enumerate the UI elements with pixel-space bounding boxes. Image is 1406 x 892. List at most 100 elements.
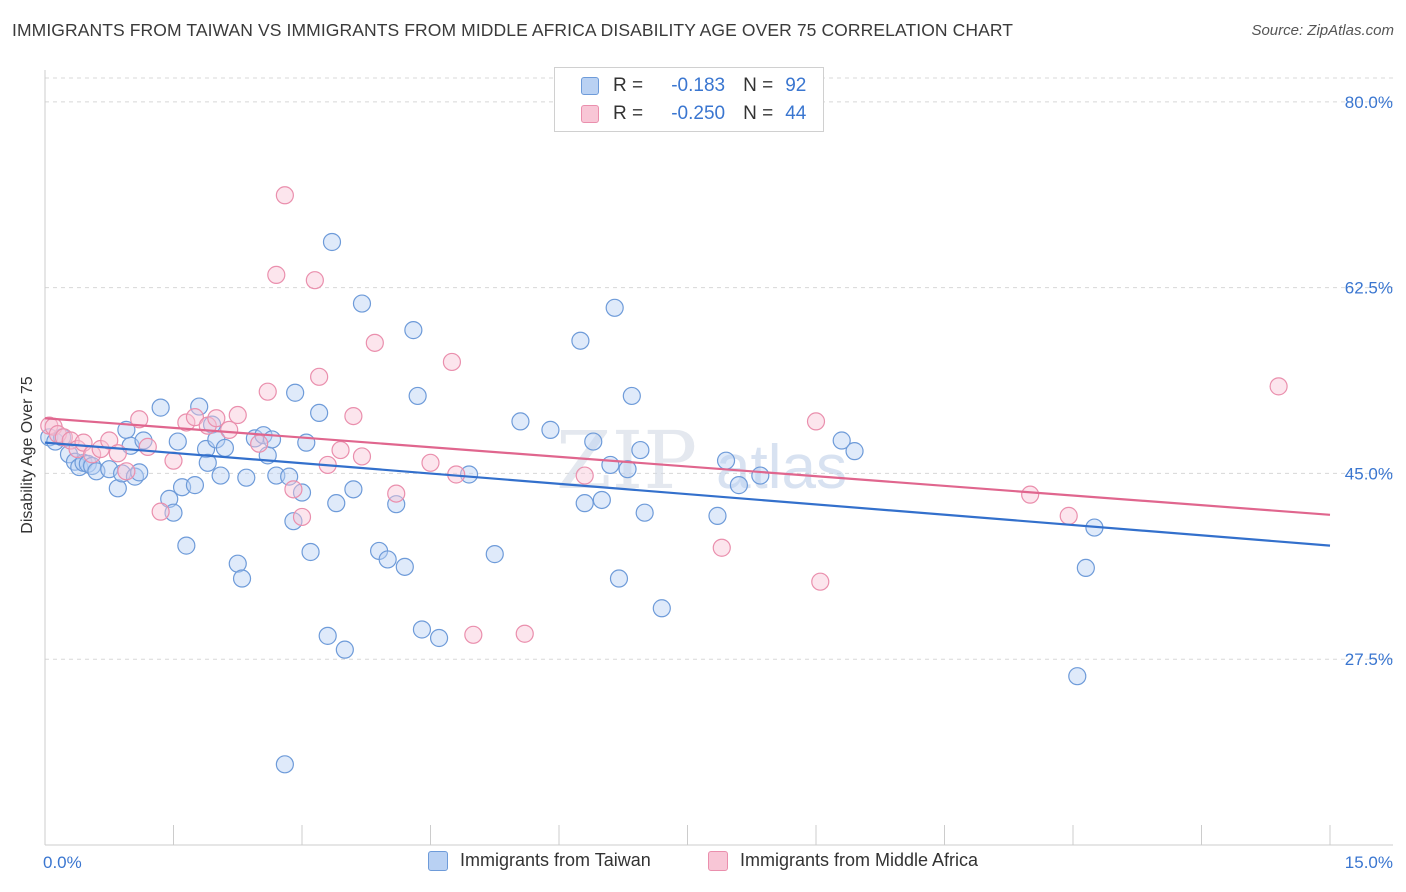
point-taiwan: [618, 460, 637, 479]
point-taiwan: [151, 398, 170, 417]
legend-n-label: N =: [743, 103, 774, 124]
point-taiwan: [511, 412, 530, 431]
point-taiwan: [412, 620, 432, 639]
point-taiwan: [622, 386, 641, 406]
point-taiwan: [408, 386, 427, 406]
bottom-legend-taiwan: Immigrants from Taiwan: [428, 850, 651, 871]
point-taiwan: [729, 476, 749, 495]
point-middle-africa: [100, 431, 119, 450]
correlation-legend: R = -0.183 N = 92 R = -0.250 N = 44: [554, 67, 824, 132]
legend-n-value: 44: [785, 103, 807, 124]
point-taiwan: [541, 420, 560, 439]
point-taiwan: [592, 490, 611, 510]
point-taiwan: [177, 536, 196, 555]
point-middle-africa: [207, 409, 226, 428]
point-taiwan: [635, 503, 654, 522]
point-middle-africa: [365, 333, 384, 352]
point-middle-africa: [575, 466, 594, 485]
point-middle-africa: [275, 186, 294, 205]
point-taiwan: [404, 321, 423, 340]
legend-row-taiwan: R = -0.183 N = 92: [581, 73, 806, 99]
point-taiwan: [318, 626, 337, 645]
point-taiwan: [708, 506, 727, 525]
point-middle-africa: [284, 480, 303, 499]
point-middle-africa: [1021, 485, 1040, 504]
point-taiwan: [751, 466, 770, 485]
point-middle-africa: [806, 412, 826, 431]
point-taiwan: [716, 451, 736, 470]
point-middle-africa: [220, 420, 239, 439]
point-middle-africa: [292, 507, 312, 527]
point-taiwan: [284, 512, 303, 531]
point-taiwan: [267, 466, 286, 485]
point-taiwan: [130, 463, 149, 482]
point-middle-africa: [177, 413, 196, 432]
point-taiwan: [160, 489, 179, 509]
x-tick-label: 15.0%: [1345, 853, 1393, 872]
point-taiwan: [59, 445, 79, 464]
point-taiwan: [609, 569, 629, 588]
point-middle-africa: [130, 410, 149, 429]
point-middle-africa: [228, 405, 247, 425]
point-taiwan: [215, 438, 234, 458]
point-taiwan: [190, 397, 209, 416]
point-taiwan: [459, 465, 479, 484]
bottom-legend-swatch-taiwan: [428, 850, 448, 871]
point-taiwan: [652, 599, 671, 618]
point-taiwan: [211, 466, 230, 485]
point-middle-africa: [164, 451, 183, 470]
point-middle-africa: [250, 434, 269, 453]
point-middle-africa: [387, 484, 406, 503]
point-taiwan: [485, 545, 504, 564]
point-taiwan: [310, 403, 329, 423]
legend-r-label: R =: [613, 103, 644, 124]
point-taiwan: [575, 494, 594, 513]
legend-swatch-taiwan: [581, 77, 599, 95]
point-middle-africa: [310, 367, 329, 386]
point-middle-africa: [305, 271, 324, 290]
point-taiwan: [571, 331, 590, 350]
bottom-legend-middle-africa: Immigrants from Middle Africa: [708, 850, 978, 871]
legend-r-label: R =: [613, 75, 644, 96]
y-tick-label: 80.0%: [1345, 93, 1393, 112]
point-taiwan: [845, 442, 864, 461]
point-taiwan: [322, 232, 342, 252]
point-middle-africa: [442, 352, 462, 372]
point-taiwan: [301, 542, 320, 562]
point-taiwan: [237, 468, 256, 487]
point-middle-africa: [464, 625, 483, 644]
legend-n-label: N =: [743, 75, 774, 96]
point-taiwan: [605, 298, 624, 317]
point-middle-africa: [267, 265, 286, 284]
point-taiwan: [344, 480, 363, 499]
point-taiwan: [631, 440, 650, 460]
y-tick-label: 27.5%: [1345, 650, 1393, 669]
point-taiwan: [378, 550, 397, 569]
point-middle-africa: [344, 406, 363, 426]
point-taiwan: [228, 554, 247, 573]
y-tick-label: 45.0%: [1345, 464, 1393, 483]
point-taiwan: [335, 640, 354, 659]
legend-n-value: 92: [785, 75, 807, 96]
point-taiwan: [352, 294, 372, 313]
point-middle-africa: [138, 437, 157, 456]
bottom-legend-label-middle-africa: Immigrants from Middle Africa: [740, 850, 979, 870]
point-taiwan: [327, 494, 346, 513]
watermark-atlas: atlas: [716, 433, 847, 502]
source-label: Source: ZipAtlas.com: [1251, 22, 1394, 39]
point-middle-africa: [712, 538, 731, 557]
point-taiwan: [168, 432, 187, 451]
point-taiwan: [198, 453, 217, 472]
legend-swatch-middle-africa: [581, 105, 599, 123]
bottom-legend-label-taiwan: Immigrants from Taiwan: [460, 850, 651, 870]
point-middle-africa: [352, 447, 372, 466]
point-middle-africa: [185, 408, 205, 427]
point-taiwan: [832, 431, 851, 450]
point-middle-africa: [151, 502, 170, 521]
point-taiwan: [1068, 667, 1087, 686]
legend-row-middle-africa: R = -0.250 N = 44: [581, 101, 806, 127]
point-taiwan: [601, 455, 620, 475]
legend-r-value: -0.183: [671, 75, 726, 96]
point-taiwan: [275, 755, 294, 774]
